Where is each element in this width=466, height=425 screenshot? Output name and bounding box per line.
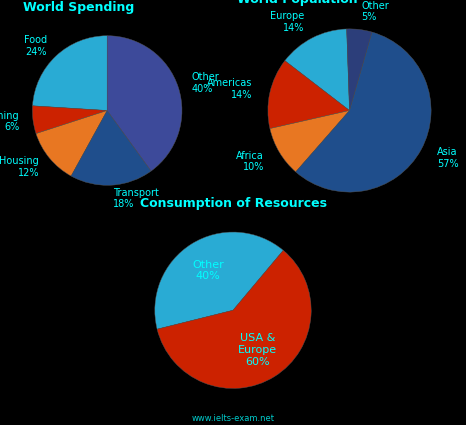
- Text: Other
5%: Other 5%: [362, 1, 390, 23]
- Wedge shape: [157, 250, 311, 388]
- Wedge shape: [268, 61, 350, 129]
- Text: World Population: World Population: [237, 0, 358, 6]
- Text: Africa
10%: Africa 10%: [236, 151, 264, 172]
- Text: World Spending: World Spending: [23, 1, 134, 14]
- Wedge shape: [347, 29, 372, 111]
- Wedge shape: [32, 106, 107, 133]
- Text: Food
24%: Food 24%: [24, 35, 47, 57]
- Wedge shape: [296, 32, 431, 192]
- Text: Other
40%: Other 40%: [192, 260, 224, 281]
- Wedge shape: [285, 29, 350, 111]
- Text: Transport
18%: Transport 18%: [113, 188, 158, 210]
- Text: Clothing
6%: Clothing 6%: [0, 111, 20, 132]
- Wedge shape: [33, 36, 107, 110]
- Wedge shape: [155, 232, 283, 329]
- Title: Consumption of Resources: Consumption of Resources: [139, 197, 327, 210]
- Wedge shape: [71, 110, 151, 185]
- Text: Asia
57%: Asia 57%: [437, 147, 459, 169]
- Text: Americas
14%: Americas 14%: [207, 78, 252, 100]
- Wedge shape: [107, 36, 182, 171]
- Text: www.ielts-exam.net: www.ielts-exam.net: [192, 414, 274, 423]
- Text: Europe
14%: Europe 14%: [270, 11, 304, 33]
- Wedge shape: [36, 110, 107, 176]
- Wedge shape: [270, 110, 350, 172]
- Text: USA &
Europe
60%: USA & Europe 60%: [238, 334, 277, 367]
- Text: Other
40%: Other 40%: [191, 72, 219, 94]
- Text: Housing
12%: Housing 12%: [0, 156, 39, 178]
